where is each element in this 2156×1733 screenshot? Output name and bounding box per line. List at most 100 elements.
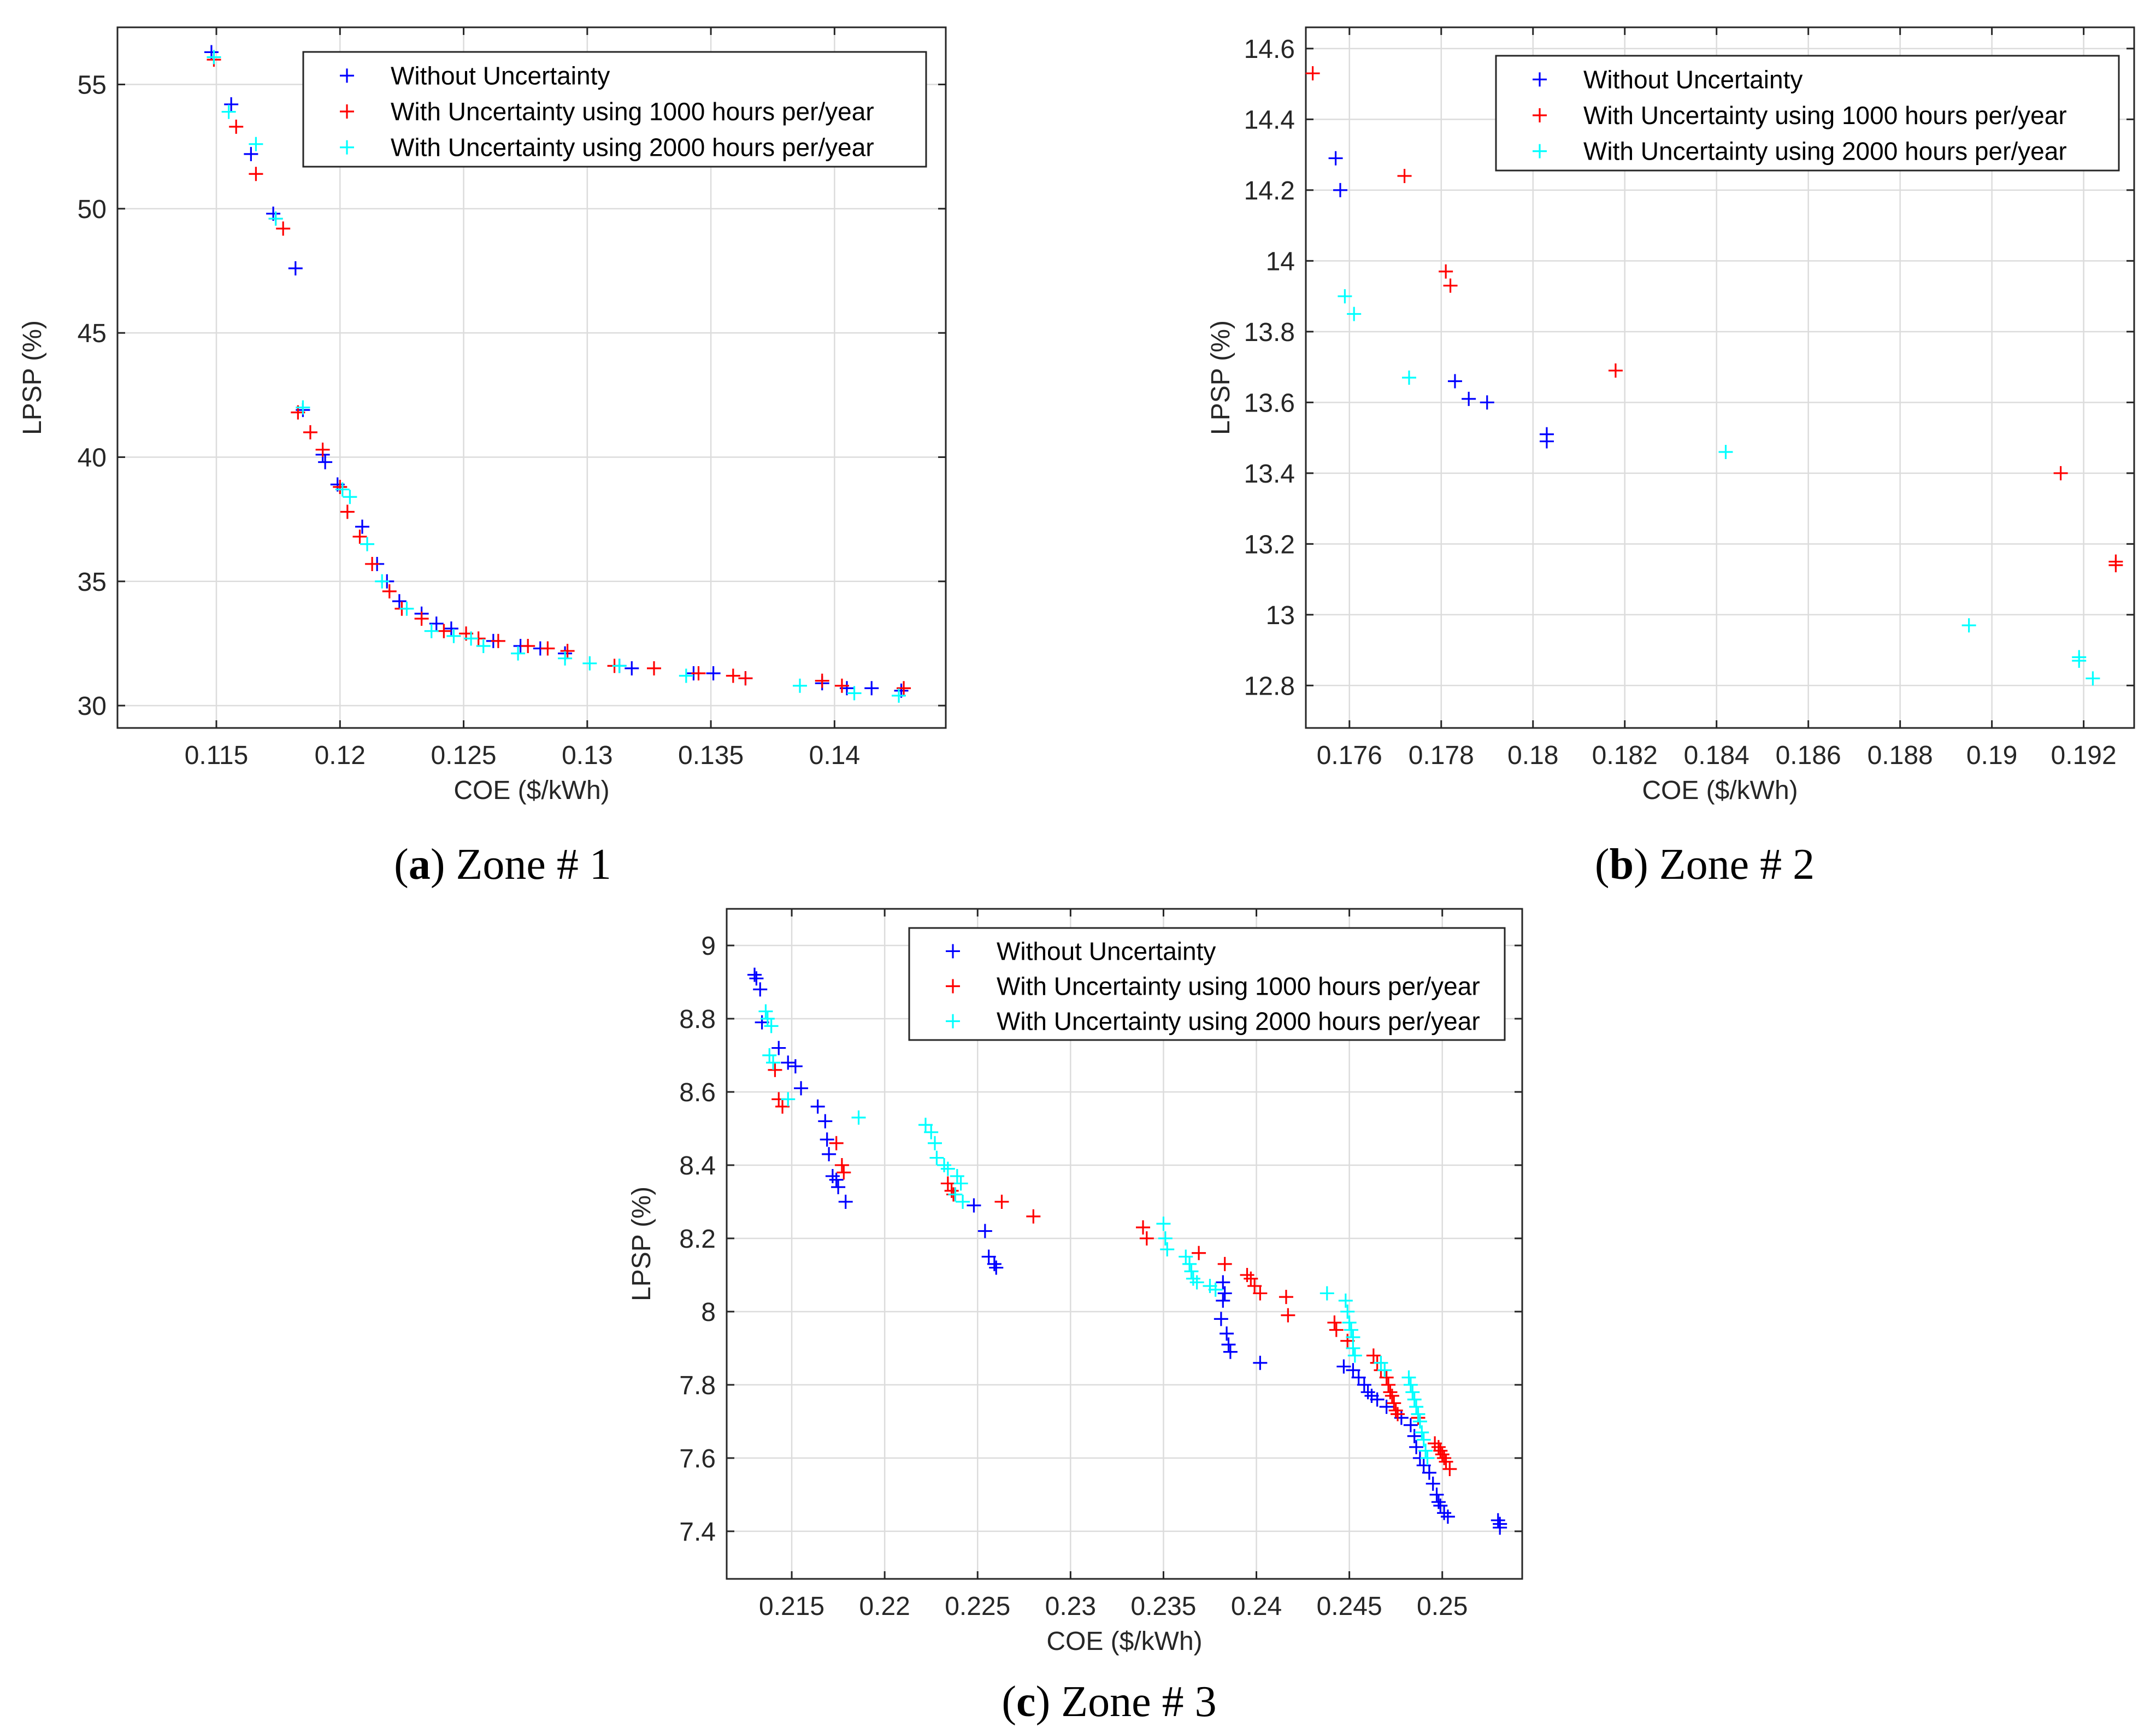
data-point [950,1169,964,1184]
data-point [429,616,444,631]
data-point [1493,1520,1507,1535]
data-point [837,1165,851,1180]
data-point [303,425,317,440]
data-point [1327,1315,1342,1330]
x-tick-label: 0.135 [678,741,744,770]
data-point [399,601,414,616]
y-tick-label: 30 [78,692,107,721]
x-tick-label: 0.14 [809,741,860,770]
data-point [1026,1209,1041,1224]
x-tick-label: 0.25 [1417,1592,1468,1621]
data-point [706,666,721,680]
y-tick-label: 9 [701,932,716,961]
y-tick-label: 14.4 [1244,105,1295,134]
x-axis-label: COE ($/kWh) [453,776,609,805]
data-point [1403,1377,1418,1392]
data-point [360,537,375,551]
data-point [1357,1377,1371,1392]
data-point [758,1004,773,1019]
x-tick-label: 0.24 [1231,1592,1282,1621]
data-point [382,584,397,598]
data-point [1425,1476,1440,1491]
y-tick-label: 13.6 [1244,389,1295,418]
data-point [1347,1348,1362,1363]
data-point [834,1158,849,1172]
data-point [1208,1282,1223,1297]
data-point [679,668,693,683]
caption-close: ) [1036,1678,1051,1726]
data-point [414,611,429,626]
data-point [829,1172,844,1187]
data-point [1328,151,1343,166]
y-tick-label: 14 [1266,247,1295,276]
caption-letter: a [409,841,431,889]
data-point [1156,1217,1171,1231]
caption-text: Zone # 3 [1061,1678,1216,1726]
data-point [2108,558,2123,573]
data-point [1338,289,1352,304]
data-point [771,1041,786,1055]
data-point [1336,1359,1351,1374]
x-tick-label: 0.125 [431,741,496,770]
data-point [981,1249,996,1264]
legend-entry: With Uncertainty using 1000 hours per/ye… [1583,101,2067,130]
data-point [288,261,303,275]
data-point [691,666,706,680]
data-point [892,688,906,703]
data-point [994,1194,1009,1209]
legend-marker [1533,144,1547,158]
data-point [1435,1447,1450,1462]
data-point [1344,1323,1359,1337]
data-point [224,97,239,111]
data-point [822,1147,837,1161]
data-point [249,167,263,181]
data-point [1340,1304,1355,1319]
data-point [1429,1487,1444,1502]
y-tick-label: 7.6 [679,1444,716,1473]
legend-marker [340,68,354,83]
data-point [1244,1271,1258,1286]
data-point [1179,1249,1193,1264]
data-point [365,556,380,571]
data-point [1346,1363,1360,1378]
data-point [1401,1370,1416,1385]
data-point [2053,466,2068,480]
data-point [249,137,263,151]
data-point [838,1194,853,1209]
data-point [1415,1425,1429,1440]
x-tick-label: 0.186 [1776,741,1841,770]
data-point [1347,307,1362,321]
data-point [1217,1256,1232,1271]
data-point [392,594,407,609]
data-point [749,971,764,986]
data-point [1379,1370,1394,1385]
x-tick-label: 0.18 [1507,741,1558,770]
y-tick-label: 14.6 [1244,35,1295,64]
legend-marker [946,944,960,959]
data-point [1391,1407,1405,1421]
x-axis-label: COE ($/kWh) [1642,776,1798,805]
data-point [1420,1450,1435,1465]
data-point [315,442,330,457]
x-tick-label: 0.22 [859,1592,910,1621]
data-point [924,1125,939,1139]
data-point [1182,1256,1197,1271]
x-tick-label: 0.235 [1130,1592,1196,1621]
data-point [1961,618,1976,633]
legend-entry: Without Uncertainty [1583,65,1802,93]
x-tick-label: 0.178 [1409,741,1474,770]
plot-border [726,908,1523,1580]
y-tick-label: 13.2 [1244,530,1295,559]
data-point [1216,1275,1230,1290]
y-axis-label: LPSP (%) [1206,320,1235,435]
data-point [1403,1418,1418,1432]
data-point [1214,1312,1228,1326]
data-point [540,641,555,656]
data-point [1329,1323,1344,1337]
caption-open: ( [1002,1678,1016,1726]
legend-box [1495,55,2120,172]
data-point [582,656,597,671]
data-point [1338,1293,1353,1308]
data-point [977,1224,992,1238]
